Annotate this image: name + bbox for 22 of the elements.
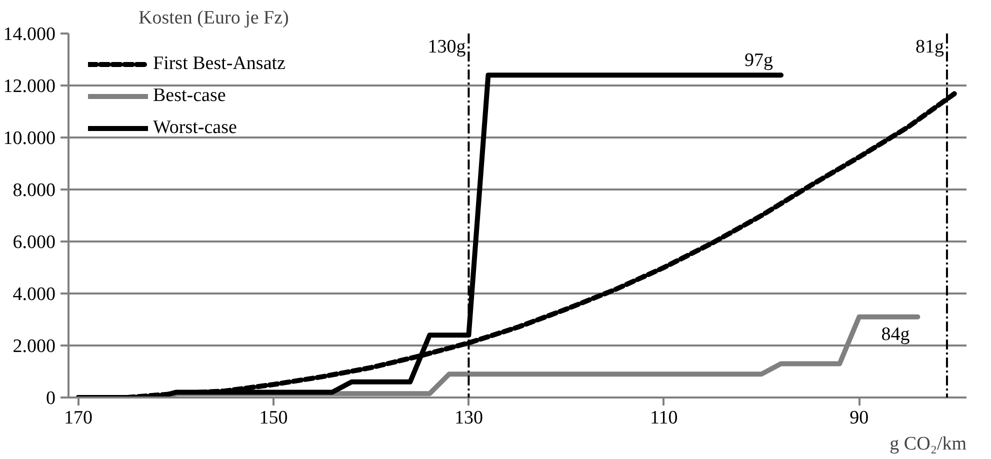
y-tick-label: 14.000 — [3, 24, 56, 45]
y-tick-label: 12.000 — [3, 76, 56, 97]
x-axis-title: g CO₂/km — [890, 434, 967, 454]
y-tick-label: 6.000 — [12, 232, 56, 253]
x-tick-label: 110 — [650, 408, 678, 428]
ref-line-label: 130g — [428, 36, 466, 58]
ref-line-label: 81g — [915, 36, 944, 58]
y-tick-label: 2.000 — [12, 336, 56, 357]
y-tick-label: 10.000 — [3, 128, 56, 149]
legend-label: Best-case — [153, 85, 226, 107]
legend-label: Worst-case — [153, 117, 237, 139]
annotation: 84g — [881, 324, 910, 345]
x-tick-label: 130 — [454, 408, 483, 428]
x-tick-label: 90 — [850, 408, 869, 428]
legend-label: First Best-Ansatz — [153, 53, 286, 75]
y-axis-title: Kosten (Euro je Fz) — [138, 8, 289, 28]
y-tick-label: 8.000 — [12, 180, 56, 201]
x-tick-label: 150 — [259, 408, 288, 428]
y-tick-label: 4.000 — [12, 284, 56, 305]
y-tick-label: 0 — [46, 388, 56, 409]
x-tick-label: 170 — [64, 408, 93, 428]
annotation: 97g — [744, 50, 774, 72]
